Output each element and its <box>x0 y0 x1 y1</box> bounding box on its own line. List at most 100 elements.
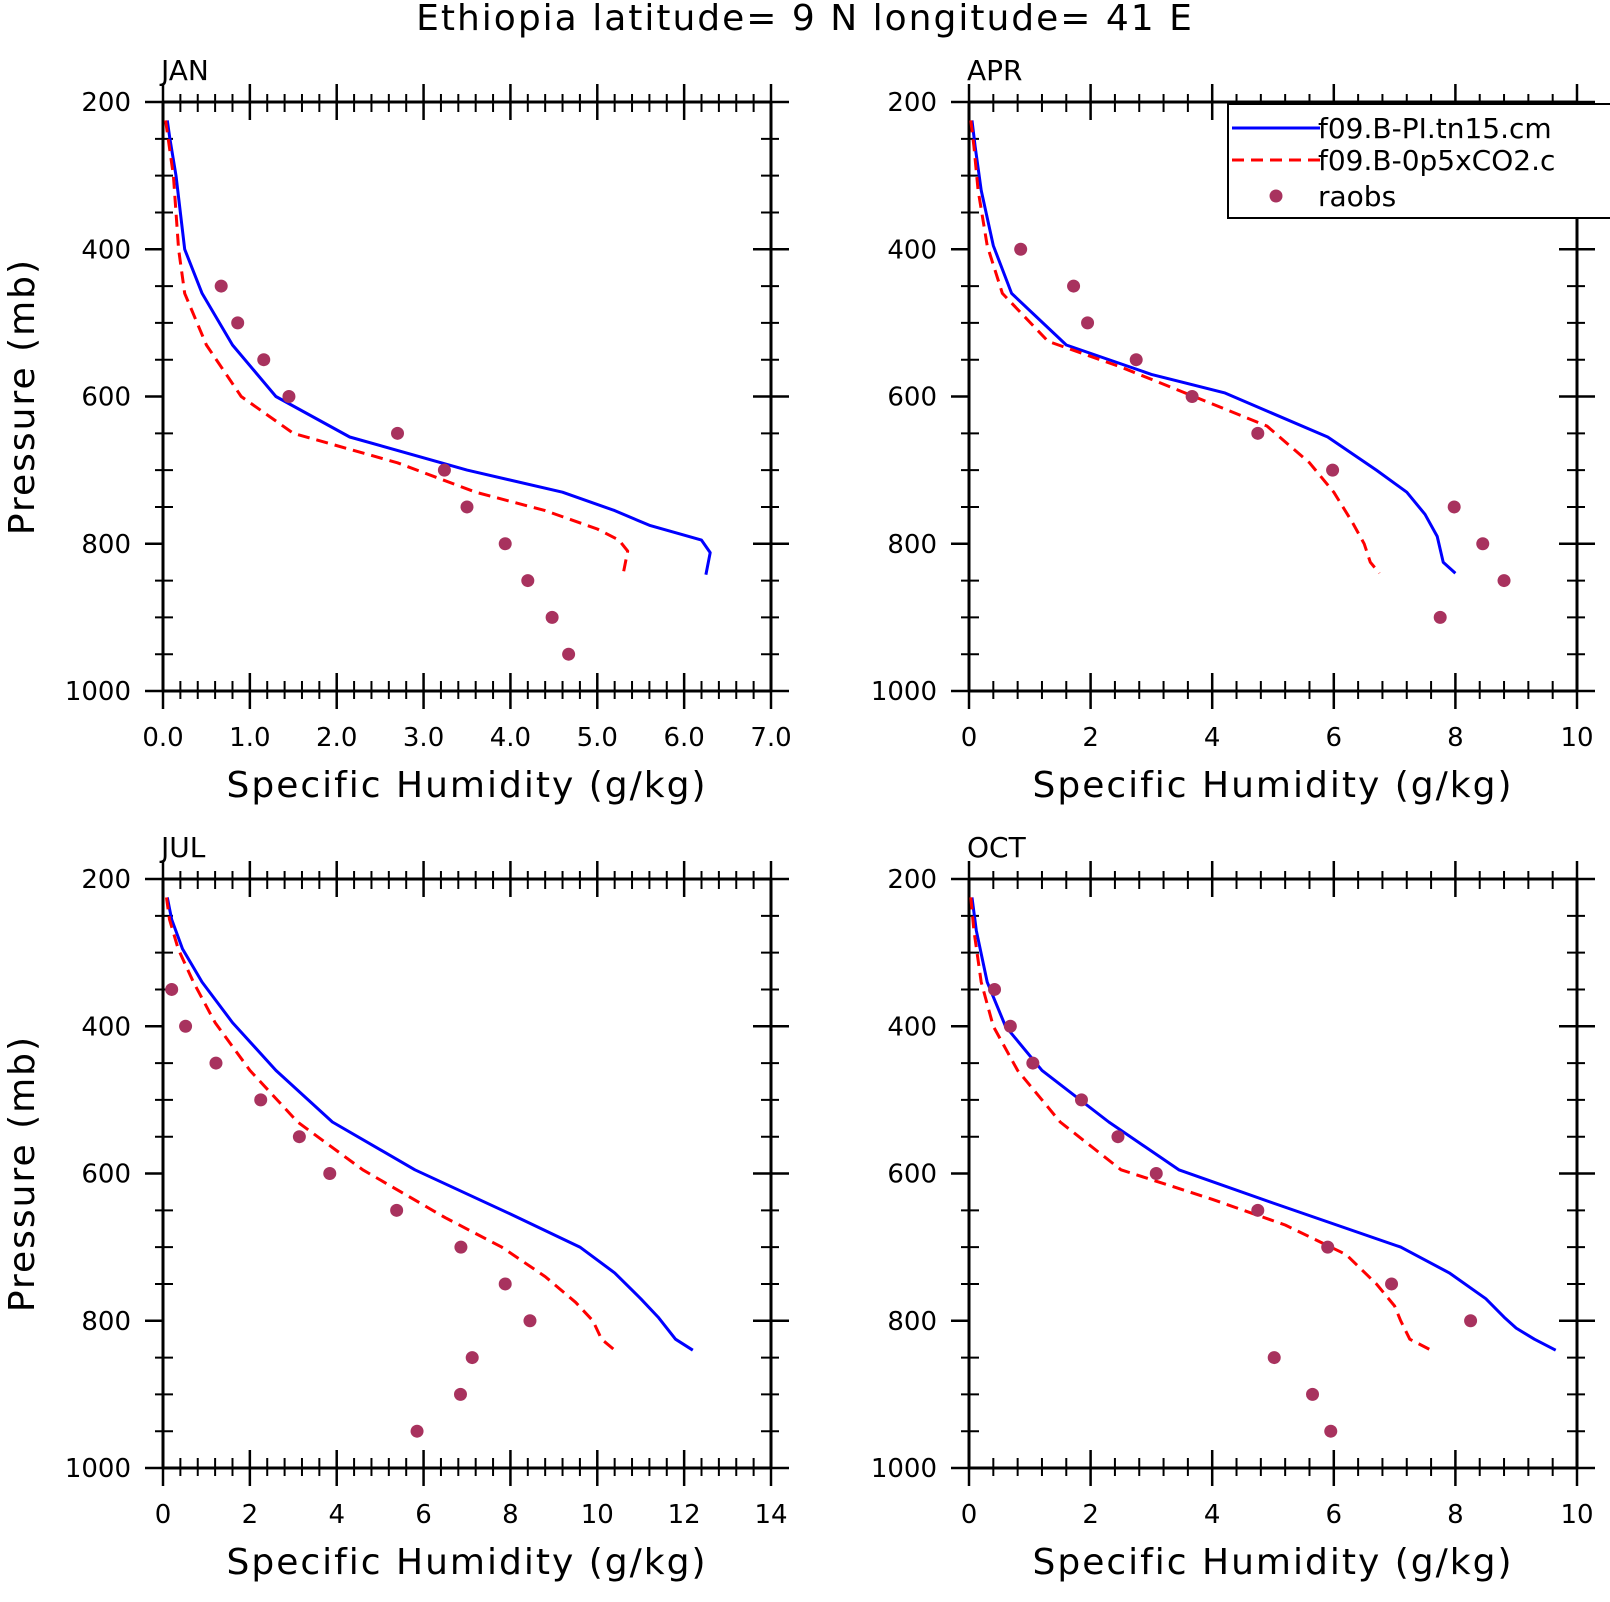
co2-line <box>165 897 616 1352</box>
x-tick-label: 6 <box>1326 1500 1343 1530</box>
raobs-point <box>498 1277 512 1291</box>
raobs-point <box>231 316 245 330</box>
raobs-point <box>209 1056 223 1070</box>
raobs-point <box>437 463 451 477</box>
x-tick-label: 4 <box>1204 1500 1221 1530</box>
x-tick-label: 6.0 <box>663 723 704 753</box>
x-tick-label: 8 <box>502 1500 519 1530</box>
x-tick-label: 0 <box>155 1500 172 1530</box>
raobs-point <box>1081 316 1095 330</box>
x-axis-title: Specific Humidity (g/kg) <box>226 1542 707 1583</box>
y-tick-label: 600 <box>887 1160 937 1190</box>
raobs-point <box>1497 574 1511 588</box>
raobs-point <box>1003 1019 1017 1033</box>
x-tick-label: 6 <box>415 1500 432 1530</box>
panel-apr: 200 400 600 800 1000 0 2 4 6 8 10 APR Specific Humid… <box>871 54 1595 806</box>
x-tick-label: 2.0 <box>316 723 357 753</box>
legend-label: raobs <box>1318 180 1396 213</box>
legend-raobs-marker <box>1269 189 1283 203</box>
raobs-point <box>460 500 474 514</box>
raobs-point <box>165 982 179 996</box>
x-tick-label: 10 <box>1560 723 1593 753</box>
x-tick-label: 4 <box>1204 723 1221 753</box>
legend-label: f09.B-0p5xCO2.c <box>1318 144 1555 177</box>
x-tick-label: 3.0 <box>403 723 444 753</box>
raobs-point <box>1476 537 1490 551</box>
x-tick-label: 14 <box>754 1500 787 1530</box>
raobs-point <box>523 1314 537 1328</box>
raobs-point <box>498 537 512 551</box>
x-tick-label: 6 <box>1326 723 1343 753</box>
raobs-point <box>562 647 576 661</box>
x-tick-label: 4.0 <box>490 723 531 753</box>
raobs-point <box>1149 1167 1163 1180</box>
raobs-point <box>454 1240 468 1254</box>
raobs-point <box>1433 610 1447 624</box>
raobs-point <box>1014 242 1028 256</box>
raobs-point <box>1324 1424 1338 1438</box>
y-tick-label: 1000 <box>871 1454 937 1484</box>
y-tick-label: 600 <box>887 383 937 413</box>
raobs-point <box>545 610 559 624</box>
y-tick-label: 400 <box>887 235 937 265</box>
raobs-point <box>1026 1056 1040 1070</box>
x-tick-label: 8 <box>1447 1500 1464 1530</box>
x-tick-label: 2 <box>1082 1500 1099 1530</box>
panel-jan: 200 400 600 800 1000 0.0 1.0 2.0 3.0 4.0 5.0 6.0 7.0… <box>2 54 792 806</box>
x-tick-label: 8 <box>1447 723 1464 753</box>
x-tick-label: 2 <box>1082 723 1099 753</box>
y-tick-label: 1000 <box>65 677 131 707</box>
y-tick-label: 800 <box>81 530 131 560</box>
x-tick-label: 0 <box>961 723 978 753</box>
x-tick-label: 2 <box>242 1500 259 1530</box>
raobs-point <box>254 1093 268 1107</box>
figure-title: Ethiopia latitude= 9 N longitude= 41 E <box>416 0 1194 39</box>
raobs-point <box>292 1130 306 1144</box>
panel-title: JUL <box>159 831 206 864</box>
raobs-point <box>521 574 535 588</box>
raobs-point <box>453 1387 467 1401</box>
x-tick-label: 4 <box>328 1500 345 1530</box>
x-tick-label: 10 <box>1560 1500 1593 1530</box>
raobs-point <box>214 279 228 293</box>
y-tick-label: 1000 <box>871 677 937 707</box>
pi-line <box>970 897 1557 1352</box>
pi-line <box>165 120 712 575</box>
y-tick-label: 200 <box>81 88 131 118</box>
x-axis-title: Specific Humidity (g/kg) <box>1032 1542 1513 1583</box>
x-tick-label: 0 <box>961 1500 978 1530</box>
y-tick-label: 200 <box>887 865 937 895</box>
y-tick-label: 600 <box>81 383 131 413</box>
x-tick-label: 12 <box>668 1500 701 1530</box>
x-axis-title: Specific Humidity (g/kg) <box>226 765 707 806</box>
y-tick-label: 400 <box>81 235 131 265</box>
raobs-point <box>323 1167 337 1180</box>
y-tick-label: 400 <box>81 1012 131 1042</box>
raobs-point <box>410 1424 424 1438</box>
raobs-point <box>1385 1277 1399 1291</box>
raobs-point <box>1251 1203 1265 1217</box>
y-axis-title: Pressure (mb) <box>2 1035 43 1312</box>
raobs-point <box>282 390 296 403</box>
panel-title: JAN <box>159 54 209 87</box>
raobs-point <box>1074 1093 1088 1107</box>
raobs-point <box>1321 1240 1335 1254</box>
raobs-point <box>1251 426 1265 440</box>
y-tick-label: 1000 <box>65 1454 131 1484</box>
pi-line <box>970 120 1457 575</box>
panel-oct: 200 400 600 800 1000 0 2 4 6 8 10 OCT Specific Humid… <box>871 831 1595 1583</box>
raobs-point <box>1464 1314 1478 1328</box>
raobs-point <box>1111 1130 1125 1144</box>
panel-title: APR <box>967 54 1023 87</box>
pi-line <box>165 897 694 1352</box>
x-tick-label: 0.0 <box>142 723 183 753</box>
raobs-point <box>1447 500 1461 514</box>
y-axis-title: Pressure (mb) <box>2 258 43 535</box>
x-tick-label: 1.0 <box>229 723 270 753</box>
legend-label: f09.B-PI.tn15.cm <box>1318 112 1552 145</box>
y-tick-label: 600 <box>81 1160 131 1190</box>
raobs-point <box>391 426 405 440</box>
